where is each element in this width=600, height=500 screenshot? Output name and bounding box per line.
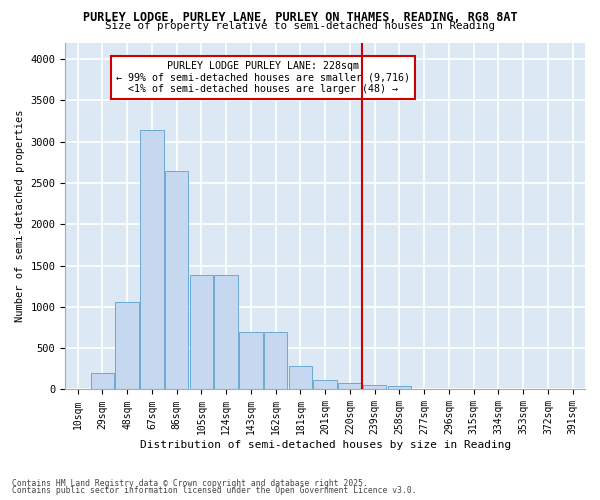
Text: Size of property relative to semi-detached houses in Reading: Size of property relative to semi-detach…: [105, 21, 495, 31]
Bar: [190, 276, 213, 390]
Bar: [289, 366, 312, 390]
Bar: [165, 172, 188, 390]
Y-axis label: Number of semi-detached properties: Number of semi-detached properties: [15, 110, 25, 322]
Bar: [66, 388, 89, 390]
Bar: [363, 384, 386, 390]
Bar: [214, 276, 238, 390]
Text: Contains HM Land Registry data © Crown copyright and database right 2025.: Contains HM Land Registry data © Crown c…: [12, 478, 368, 488]
Bar: [264, 332, 287, 390]
Text: Contains public sector information licensed under the Open Government Licence v3: Contains public sector information licen…: [12, 486, 416, 495]
Text: PURLEY LODGE PURLEY LANE: 228sqm
← 99% of semi-detached houses are smaller (9,71: PURLEY LODGE PURLEY LANE: 228sqm ← 99% o…: [116, 60, 410, 94]
Bar: [91, 373, 114, 390]
Bar: [338, 384, 362, 390]
Bar: [388, 386, 411, 390]
Text: PURLEY LODGE, PURLEY LANE, PURLEY ON THAMES, READING, RG8 8AT: PURLEY LODGE, PURLEY LANE, PURLEY ON THA…: [83, 11, 517, 24]
X-axis label: Distribution of semi-detached houses by size in Reading: Distribution of semi-detached houses by …: [140, 440, 511, 450]
Bar: [239, 332, 263, 390]
Bar: [313, 380, 337, 390]
Bar: [140, 130, 164, 390]
Bar: [115, 302, 139, 390]
